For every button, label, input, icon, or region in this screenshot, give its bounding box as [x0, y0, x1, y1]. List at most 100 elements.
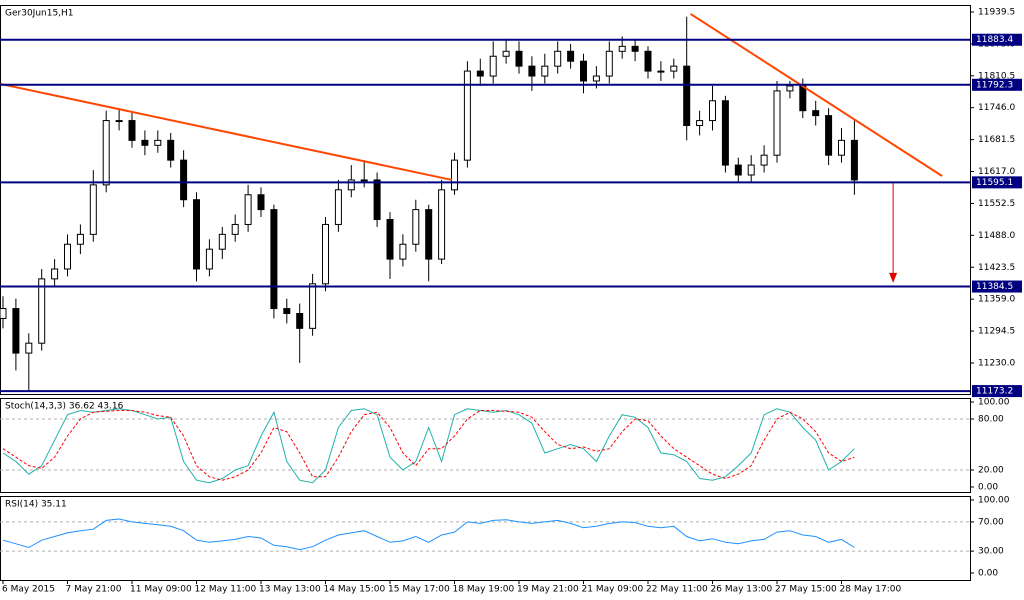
x-tick-label: 12 May 11:00	[195, 585, 257, 595]
level-label-box	[972, 78, 1022, 91]
candle-body	[502, 50, 510, 57]
candle-body	[373, 179, 381, 221]
x-tick-label: 22 May 11:00	[646, 585, 708, 595]
y-tick-label: 11423.5	[978, 263, 1015, 273]
x-tick-label: 7 May 21:00	[66, 585, 122, 595]
level-label: 11384.5	[976, 282, 1013, 292]
candle-body	[554, 50, 562, 67]
panel-frame	[0, 5, 971, 395]
candle-body	[528, 65, 536, 77]
candle-body	[283, 308, 291, 315]
x-tick-label: 6 May 2015	[2, 585, 55, 595]
candle-body	[463, 70, 471, 161]
candle-body	[592, 75, 600, 82]
candle-body	[786, 85, 794, 92]
y-tick-label: 100.00	[978, 496, 1010, 506]
candle-body	[25, 342, 33, 354]
candle-body	[89, 184, 97, 235]
candle-body	[799, 85, 807, 112]
candle-body	[128, 120, 136, 141]
panel-title: RSI(14) 35.11	[5, 500, 67, 510]
candle-body	[76, 233, 84, 245]
candle-body	[167, 139, 175, 161]
candle-body	[399, 243, 407, 260]
arrow-head	[889, 272, 898, 283]
y-tick-label: 11230.0	[978, 358, 1015, 368]
candle-body	[657, 70, 665, 73]
panel-frame	[0, 496, 971, 581]
indicator-line	[2, 518, 855, 551]
x-tick-label: 28 May 17:00	[840, 585, 902, 595]
x-tick-label: 18 May 19:00	[453, 585, 515, 595]
y-tick-label: 20.00	[978, 465, 1004, 475]
candle-body	[709, 100, 716, 122]
level-label-box	[972, 385, 1022, 398]
candle-body	[102, 120, 110, 186]
x-tick-label: 19 May 21:00	[517, 585, 579, 595]
candle-body	[670, 65, 678, 72]
candle-body	[747, 164, 755, 176]
candle-body	[618, 45, 626, 52]
candle-body	[64, 243, 71, 270]
indicator-line	[2, 410, 855, 481]
y-tick-label: 11359.0	[978, 295, 1015, 305]
candle-body	[812, 110, 820, 117]
x-tick-label: 15 May 17:00	[388, 585, 450, 595]
level-label: 11595.1	[976, 178, 1013, 188]
level-label-box	[972, 280, 1022, 293]
candle-body	[451, 159, 458, 191]
candle-body	[631, 45, 639, 52]
y-tick-label: 11552.5	[978, 199, 1015, 209]
candle-body	[0, 308, 7, 319]
candle-body	[180, 159, 188, 201]
candle-body	[270, 209, 278, 310]
candle-body	[141, 139, 149, 146]
candle-body	[51, 268, 59, 280]
panel-title: Stoch(14,3,3) 36.62 43.16	[5, 402, 124, 412]
candle-body	[257, 194, 265, 211]
candle-body	[334, 189, 342, 225]
x-tick-label: 21 May 09:00	[582, 585, 644, 595]
candle-body	[515, 50, 523, 67]
y-tick-label: 11294.5	[978, 327, 1015, 337]
candle-body	[825, 115, 833, 156]
candle-body	[231, 223, 239, 235]
y-tick-label: 70.00	[978, 517, 1004, 527]
y-tick-label: 0.00	[978, 568, 998, 578]
candle-body	[683, 65, 691, 127]
candle-body	[696, 120, 704, 127]
x-tick-label: 26 May 13:00	[711, 585, 773, 595]
candle-body	[734, 164, 742, 176]
candle-body	[309, 283, 317, 329]
candle-body	[12, 308, 20, 354]
y-tick-label: 0.00	[978, 482, 998, 492]
level-label-box	[972, 176, 1022, 189]
candle-body	[541, 65, 549, 77]
candle-body	[360, 179, 368, 182]
candle-body	[244, 194, 252, 225]
y-tick-label: 11939.5	[978, 7, 1015, 17]
candle-body	[386, 219, 394, 260]
candle-body	[154, 139, 162, 146]
candle-body	[567, 50, 575, 62]
x-tick-label: 11 May 09:00	[130, 585, 192, 595]
y-tick-label: 11746.0	[978, 103, 1015, 113]
candle-body	[644, 50, 652, 72]
candle-body	[605, 50, 613, 77]
candle-body	[850, 139, 858, 181]
candle-body	[721, 100, 729, 166]
candle-body	[412, 209, 420, 245]
indicator-line	[2, 408, 855, 484]
trendline	[0, 82, 453, 181]
y-tick-label: 11488.0	[978, 231, 1015, 241]
trendline	[690, 13, 943, 177]
candle-body	[38, 278, 46, 344]
candle-body	[476, 70, 484, 77]
candle-body	[115, 120, 123, 123]
candle-body	[425, 209, 433, 260]
level-label: 11173.2	[976, 387, 1013, 397]
candle-body	[218, 233, 226, 250]
level-label: 11792.3	[976, 80, 1013, 90]
